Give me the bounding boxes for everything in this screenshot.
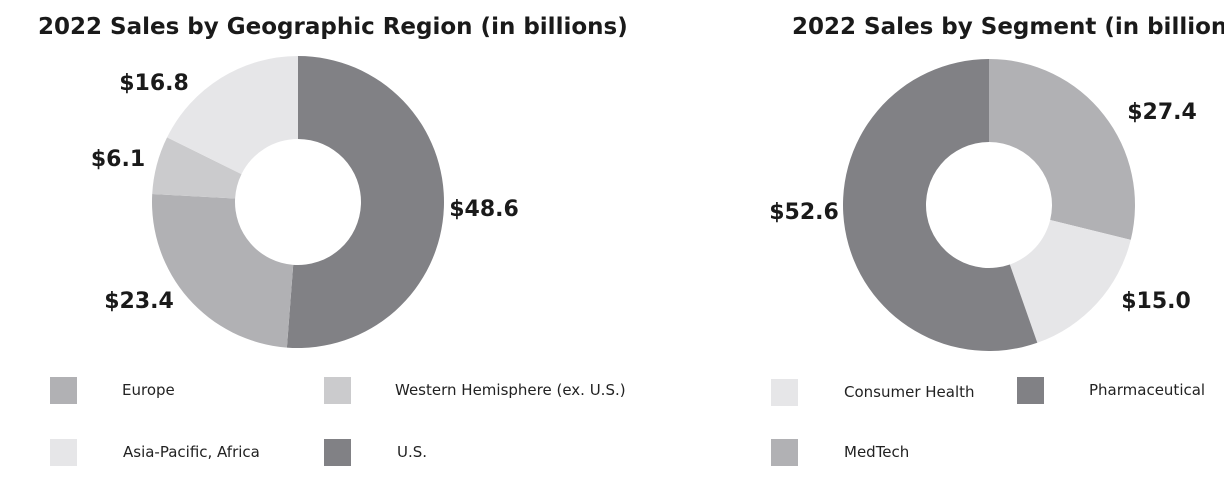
legend-swatch-europe <box>50 377 77 404</box>
legend-swatch-pharmaceutical <box>1017 377 1044 404</box>
legend-swatch-us <box>324 439 351 466</box>
slice-value-label-pharmaceutical: $52.6 <box>769 200 839 225</box>
slice-value-label-asia-pacific-africa: $16.8 <box>119 71 189 96</box>
legend-swatch-asia-pacific-africa <box>50 439 77 466</box>
legend-swatch-consumer-health <box>771 379 798 406</box>
slice-value-label-consumer-health: $15.0 <box>1121 289 1191 314</box>
donut-slice-u-s <box>286 55 445 348</box>
donut-slice-western-hemisphere-ex-u-s <box>152 137 242 199</box>
donut-slice-medtech <box>989 59 1135 240</box>
donut-slice-consumer-health <box>1009 220 1131 343</box>
legend-label-medtech: MedTech <box>844 443 910 461</box>
legend-swatch-western-hemisphere <box>324 377 351 404</box>
slice-value-label-western-hemisphere-ex-u-s: $6.1 <box>91 147 145 172</box>
slice-value-label-europe: $23.4 <box>104 289 174 314</box>
slice-value-label-u-s: $48.6 <box>449 197 519 222</box>
legend-label-consumer-health: Consumer Health <box>844 383 975 401</box>
chart-title-segment: 2022 Sales by Segment (in billions) <box>792 14 1224 40</box>
legend-label-asia-pacific-africa: Asia-Pacific, Africa <box>123 443 260 461</box>
legend-swatch-medtech <box>771 439 798 466</box>
legend-label-us: U.S. <box>397 443 428 461</box>
legend-label-pharmaceutical: Pharmaceutical <box>1089 381 1206 399</box>
chart-title-region: 2022 Sales by Geographic Region (in bill… <box>38 14 628 40</box>
donut-chart-region: $48.6 $23.4 $6.1 $16.8 <box>91 55 519 348</box>
donut-chart-segment: $27.4 $15.0 $52.6 <box>769 59 1197 351</box>
legend-label-western-hemisphere: Western Hemisphere (ex. U.S.) <box>395 381 626 399</box>
slice-value-label-medtech: $27.4 <box>1127 100 1197 125</box>
legend-label-europe: Europe <box>122 381 175 399</box>
donut-slice-asia-pacific-africa <box>167 56 298 175</box>
donut-slice-europe <box>151 194 294 348</box>
donut-slice-pharmaceutical <box>843 59 1038 351</box>
